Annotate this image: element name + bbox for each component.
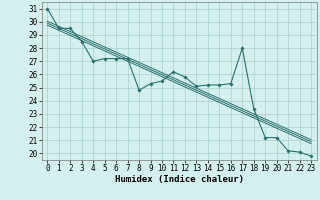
X-axis label: Humidex (Indice chaleur): Humidex (Indice chaleur) — [115, 175, 244, 184]
